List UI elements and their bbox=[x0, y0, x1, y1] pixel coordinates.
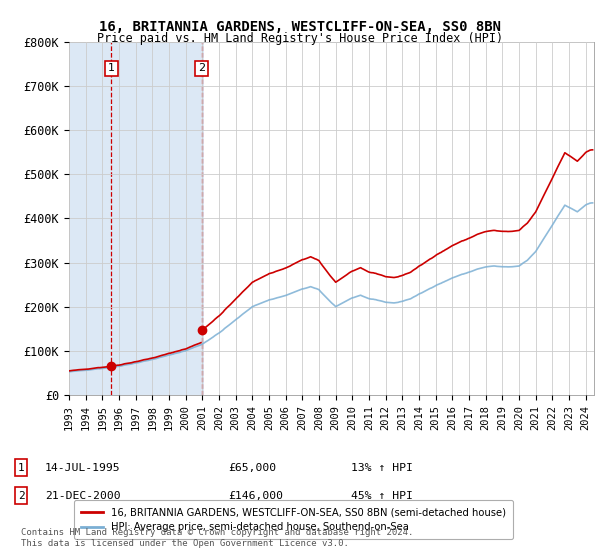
Text: 2: 2 bbox=[17, 491, 25, 501]
Text: £65,000: £65,000 bbox=[228, 463, 276, 473]
Text: 45% ↑ HPI: 45% ↑ HPI bbox=[351, 491, 413, 501]
Legend: 16, BRITANNIA GARDENS, WESTCLIFF-ON-SEA, SS0 8BN (semi-detached house), HPI: Ave: 16, BRITANNIA GARDENS, WESTCLIFF-ON-SEA,… bbox=[74, 500, 513, 539]
Text: £146,000: £146,000 bbox=[228, 491, 283, 501]
Text: 1: 1 bbox=[108, 63, 115, 73]
Text: 2: 2 bbox=[198, 63, 205, 73]
Text: 13% ↑ HPI: 13% ↑ HPI bbox=[351, 463, 413, 473]
Text: 21-DEC-2000: 21-DEC-2000 bbox=[45, 491, 121, 501]
Text: 16, BRITANNIA GARDENS, WESTCLIFF-ON-SEA, SS0 8BN: 16, BRITANNIA GARDENS, WESTCLIFF-ON-SEA,… bbox=[99, 20, 501, 34]
Bar bbox=[69, 42, 203, 395]
Text: Contains HM Land Registry data © Crown copyright and database right 2024.
This d: Contains HM Land Registry data © Crown c… bbox=[21, 528, 413, 548]
Text: Price paid vs. HM Land Registry's House Price Index (HPI): Price paid vs. HM Land Registry's House … bbox=[97, 32, 503, 45]
Text: 14-JUL-1995: 14-JUL-1995 bbox=[45, 463, 121, 473]
Text: 1: 1 bbox=[17, 463, 25, 473]
